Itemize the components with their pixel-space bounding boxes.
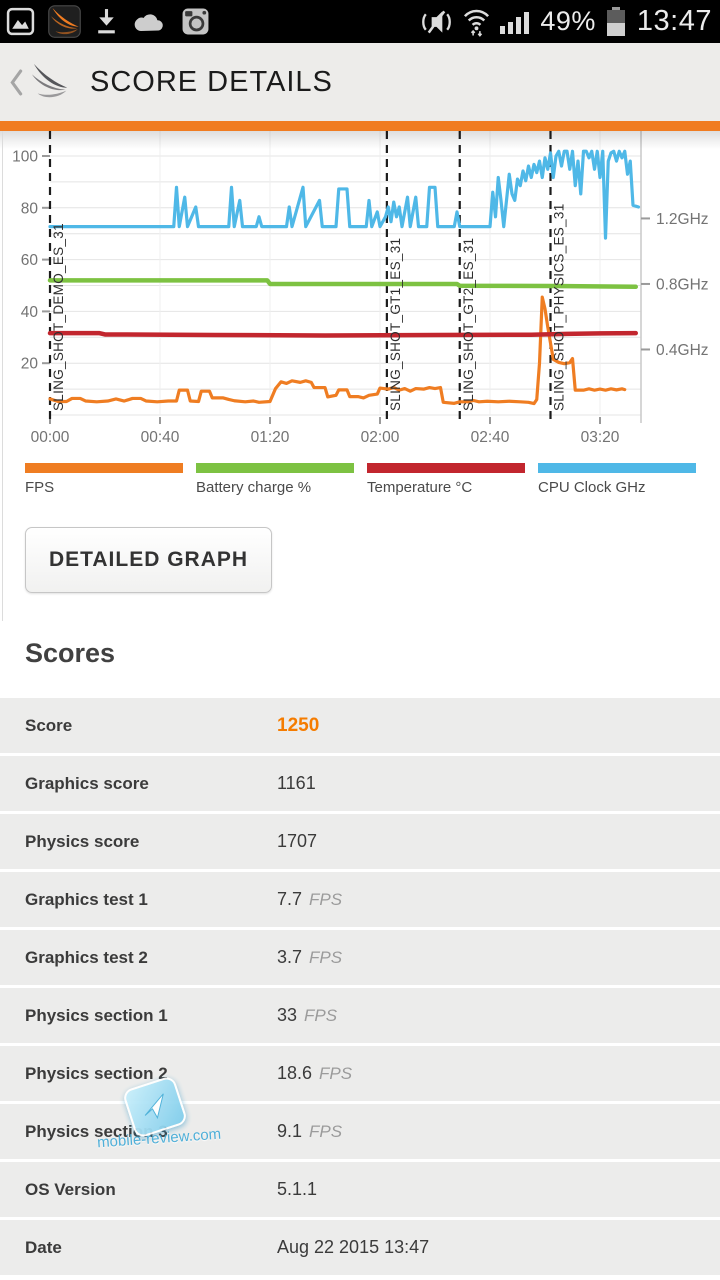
legend-color-swatch xyxy=(367,463,525,473)
svg-text:01:20: 01:20 xyxy=(251,429,290,446)
wifi-icon xyxy=(462,6,491,37)
svg-text:SLING_SHOT_PHYSICS_ES_31: SLING_SHOT_PHYSICS_ES_31 xyxy=(552,203,567,411)
clock: 13:47 xyxy=(636,5,712,37)
svg-text:SLING_SHOT_GT2_ES_31: SLING_SHOT_GT2_ES_31 xyxy=(461,238,476,411)
score-row-unit: FPS xyxy=(309,890,343,909)
score-row-value: Aug 22 2015 13:47 xyxy=(277,1237,430,1257)
score-row: Physics section 2 18.6 FPS xyxy=(0,1046,720,1101)
svg-text:0.8GHz: 0.8GHz xyxy=(656,276,709,293)
svg-text:1.2GHz: 1.2GHz xyxy=(656,211,709,228)
instagram-icon xyxy=(181,7,210,36)
download-icon xyxy=(94,7,119,36)
score-row: Graphics test 1 7.7 FPS xyxy=(0,872,720,927)
watermark-cursor-icon xyxy=(121,1074,189,1140)
accent-bar xyxy=(0,121,720,131)
legend-label: FPS xyxy=(25,479,55,496)
detailed-graph-button[interactable]: DETAILED GRAPH xyxy=(25,527,272,593)
score-row: Graphics score 1161 xyxy=(0,756,720,811)
score-row-label: Score xyxy=(25,716,73,735)
score-row-value: 1250 xyxy=(277,715,320,736)
score-row: Physics section 3 9.1 FPS xyxy=(0,1104,720,1159)
score-row-unit: FPS xyxy=(309,1122,343,1141)
svg-text:0.4GHz: 0.4GHz xyxy=(656,342,709,359)
score-row-value: 33 FPS xyxy=(277,1005,338,1025)
back-button[interactable] xyxy=(9,69,24,96)
svg-text:02:00: 02:00 xyxy=(361,429,400,446)
legend-item: CPU Clock GHz xyxy=(538,463,703,496)
score-row-label: Graphics score xyxy=(25,774,149,793)
chart-legend: FPS Battery charge % Temperature °C CPU Clo… xyxy=(0,463,720,509)
legend-label: CPU Clock GHz xyxy=(538,479,646,496)
score-row-value: 18.6 FPS xyxy=(277,1063,353,1083)
scores-table: Score 1250 Graphics score 1161 Physics score… xyxy=(0,698,720,1278)
battery-icon xyxy=(605,6,627,38)
score-row-label: Date xyxy=(25,1238,62,1257)
svg-text:03:20: 03:20 xyxy=(581,429,620,446)
score-row: Physics score 1707 xyxy=(0,814,720,869)
legend-item: Battery charge % xyxy=(196,463,361,496)
performance-chart: 20 40 60 80 100 0.4GHz 0.8GHz 1.2GHz 00:00 00:40 0… xyxy=(12,131,709,446)
score-row-label: Graphics test 2 xyxy=(25,948,148,967)
score-row: Graphics test 2 3.7 FPS xyxy=(0,930,720,985)
svg-text:100: 100 xyxy=(12,149,38,166)
legend-item: FPS xyxy=(25,463,190,496)
scores-heading: Scores xyxy=(25,638,116,668)
svg-text:60: 60 xyxy=(21,252,39,269)
content-left-border xyxy=(2,131,3,621)
legend-color-swatch xyxy=(538,463,696,473)
score-row-unit: FPS xyxy=(304,1006,338,1025)
legend-label: Battery charge % xyxy=(196,479,312,496)
score-row-value: 7.7 FPS xyxy=(277,889,343,909)
score-row-label: Graphics test 1 xyxy=(25,890,148,909)
svg-text:40: 40 xyxy=(21,304,39,321)
score-row-label: Physics score xyxy=(25,832,140,851)
legend-color-swatch xyxy=(25,463,183,473)
score-row-value: 5.1.1 xyxy=(277,1179,318,1199)
page-title: SCORE DETAILS xyxy=(90,65,333,98)
svg-text:80: 80 xyxy=(21,200,39,217)
svg-text:00:00: 00:00 xyxy=(31,429,70,446)
legend-item: Temperature °C xyxy=(367,463,532,496)
legend-label: Temperature °C xyxy=(367,479,473,496)
cloud-icon xyxy=(132,10,168,34)
score-row-label: Physics section 1 xyxy=(25,1006,168,1025)
score-row-value: 1707 xyxy=(277,831,318,851)
score-row-unit: FPS xyxy=(309,948,343,967)
app-logo-3dmark-icon xyxy=(31,62,73,102)
svg-text:SLING_SHOT_DEMO_ES_31: SLING_SHOT_DEMO_ES_31 xyxy=(51,223,66,411)
legend-color-swatch xyxy=(196,463,354,473)
signal-strength-icon xyxy=(500,9,530,35)
app-header: SCORE DETAILS xyxy=(0,43,720,121)
score-row-value: 3.7 FPS xyxy=(277,947,343,967)
battery-percent: 49% xyxy=(540,6,596,36)
score-row: Physics section 1 33 FPS xyxy=(0,988,720,1043)
gallery-icon xyxy=(6,7,35,36)
score-row-value: 9.1 FPS xyxy=(277,1121,343,1141)
score-row-label: Physics section 2 xyxy=(25,1064,168,1083)
3dmark-notification-icon xyxy=(48,5,81,38)
score-row: OS Version 5.1.1 xyxy=(0,1162,720,1217)
score-row-label: Physics section 3 xyxy=(25,1122,168,1141)
svg-text:SLING_SHOT_GT1_ES_31: SLING_SHOT_GT1_ES_31 xyxy=(388,238,403,411)
score-row: Score 1250 xyxy=(0,698,720,753)
status-bar: 49% 13:47 xyxy=(0,0,720,43)
notification-icons xyxy=(6,5,223,38)
svg-text:20: 20 xyxy=(21,356,39,373)
score-row-unit: FPS xyxy=(319,1064,353,1083)
svg-text:00:40: 00:40 xyxy=(141,429,180,446)
score-row-label: OS Version xyxy=(25,1180,116,1199)
score-row: Date Aug 22 2015 13:47 xyxy=(0,1220,720,1275)
mute-vibrate-icon xyxy=(420,7,453,37)
svg-text:02:40: 02:40 xyxy=(471,429,510,446)
score-row-value: 1161 xyxy=(277,773,316,793)
